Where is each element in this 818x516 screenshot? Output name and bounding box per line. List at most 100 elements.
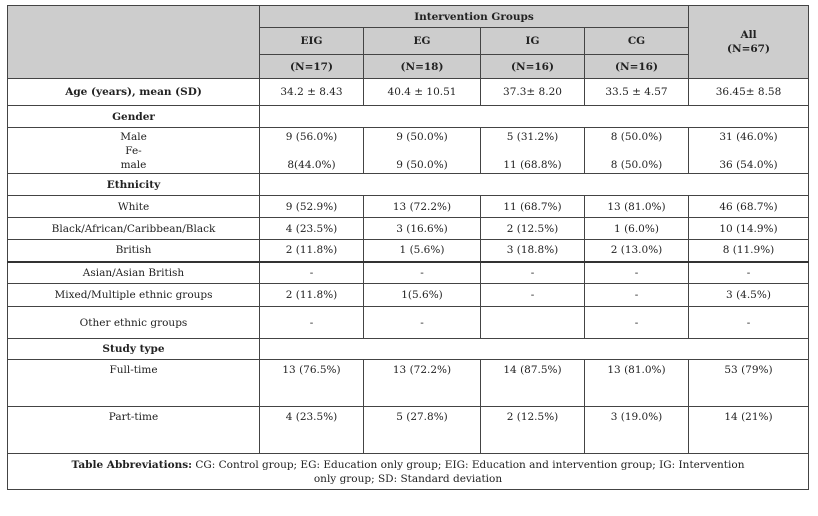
section-label-ethnicity: Ethnicity <box>7 173 260 196</box>
cell: - <box>480 283 585 307</box>
row-label-black: Black/African/Caribbean/Black <box>7 217 260 240</box>
cell: 36.45± 8.58 <box>688 78 809 106</box>
row-label-mixed: Mixed/Multiple ethnic groups <box>7 283 260 307</box>
female-value: 11 (68.8%) <box>503 158 562 171</box>
col-header-cg: CG <box>584 27 689 55</box>
cell <box>480 306 585 339</box>
table-row: Full-time 13 (76.5%) 13 (72.2%) 14 (87.5… <box>7 359 809 407</box>
cell: - <box>259 306 364 339</box>
section-label-study: Study type <box>7 338 260 360</box>
col-header-eg: EG <box>363 27 481 55</box>
table-row: Black/African/Caribbean/Black 4 (23.5%) … <box>7 217 809 240</box>
cell: 2 (13.0%) <box>584 239 689 262</box>
section-row: Study type <box>7 338 809 360</box>
table-row: Mixed/Multiple ethnic groups 2 (11.8%) 1… <box>7 283 809 307</box>
cell: 9 (50.0%) 9 (50.0%) <box>363 127 481 174</box>
male-value: 8 (50.0%) <box>610 130 663 143</box>
header-row-2: EIG EG IG CG <box>8 27 809 55</box>
cell: 8 (50.0%) 8 (50.0%) <box>584 127 689 174</box>
male-value: 9 (56.0%) <box>285 130 338 143</box>
abbrev-label: Table Abbreviations: <box>71 458 192 471</box>
cell: - <box>584 306 689 339</box>
col-header-eig: EIG <box>259 27 364 55</box>
cell: - <box>584 260 689 284</box>
female-value: 9 (50.0%) <box>396 158 448 171</box>
cell: - <box>688 306 809 339</box>
cell: 3 (19.0%) <box>584 406 689 454</box>
female-value: 8 (50.0%) <box>610 158 663 171</box>
cell: 14 (87.5%) <box>480 359 585 407</box>
table-container: Intervention Groups All (N=67) EIG EG IG… <box>7 5 809 490</box>
cell: 1(5.6%) <box>363 283 481 307</box>
label-male: Male <box>120 130 147 143</box>
section-label-gender: Gender <box>7 105 260 128</box>
section-blank <box>259 338 809 360</box>
cell: 46 (68.7%) <box>688 195 809 218</box>
cell: 40.4 ± 10.51 <box>363 78 481 106</box>
male-value: 9 (50.0%) <box>396 130 448 143</box>
col-n-eg: (N=18) <box>363 54 481 79</box>
cell: 3 (4.5%) <box>688 283 809 307</box>
table-row: Asian/Asian British - - - - - <box>7 260 809 284</box>
table-row: British 2 (11.8%) 1 (5.6%) 3 (18.8%) 2 (… <box>7 239 809 262</box>
male-value: 5 (31.2%) <box>506 130 559 143</box>
cell: 34.2 ± 8.43 <box>259 78 364 106</box>
cell: 13 (81.0%) <box>584 195 689 218</box>
cell: 13 (76.5%) <box>259 359 364 407</box>
cell: 13 (81.0%) <box>584 359 689 407</box>
header-blank-cell <box>7 5 260 79</box>
cell: 8 (11.9%) <box>688 239 809 262</box>
male-value: 31 (46.0%) <box>719 130 778 143</box>
cell: 3 (18.8%) <box>480 239 585 262</box>
section-blank <box>259 173 809 196</box>
cell: 2 (12.5%) <box>480 406 585 454</box>
col-n-ig: (N=16) <box>480 54 585 79</box>
cell: 33.5 ± 4.57 <box>584 78 689 106</box>
all-header-name: All <box>740 29 757 41</box>
cell: 4 (23.5%) <box>259 217 364 240</box>
table-row: White 9 (52.9%) 13 (72.2%) 11 (68.7%) 13… <box>7 195 809 218</box>
cell: 31 (46.0%) 36 (54.0%) <box>688 127 809 174</box>
cell: 3 (16.6%) <box>363 217 481 240</box>
table-row: Age (years), mean (SD) 34.2 ± 8.43 40.4 … <box>7 78 809 106</box>
row-label-fulltime: Full-time <box>7 359 260 407</box>
cell: 5 (31.2%) 11 (68.8%) <box>480 127 585 174</box>
row-label-gender: Male Fe- male <box>7 127 260 174</box>
col-n-cg: (N=16) <box>584 54 689 79</box>
cell: 2 (11.8%) <box>259 239 364 262</box>
cell: 13 (72.2%) <box>363 195 481 218</box>
abbrev-text: CG: Control group; EG: Education only gr… <box>192 458 745 485</box>
section-row: Ethnicity <box>7 173 809 196</box>
table-row: Part-time 4 (23.5%) 5 (27.8%) 2 (12.5%) … <box>7 406 809 454</box>
col-header-ig: IG <box>480 27 585 55</box>
cell: 9 (56.0%) 8(44.0%) <box>259 127 364 174</box>
female-value: 8(44.0%) <box>287 158 336 171</box>
section-row: Gender <box>7 105 809 128</box>
cell: 1 (6.0%) <box>584 217 689 240</box>
demographics-table: Intervention Groups All (N=67) EIG EG IG… <box>7 5 809 490</box>
row-label-asian: Asian/Asian British <box>7 260 260 284</box>
cell: 53 (79%) <box>688 359 809 407</box>
col-n-eig: (N=17) <box>259 54 364 79</box>
group-title: Intervention Groups <box>259 5 689 28</box>
row-label-british: British <box>7 239 260 262</box>
cell: 2 (12.5%) <box>480 217 585 240</box>
cell: 10 (14.9%) <box>688 217 809 240</box>
cell: - <box>363 260 481 284</box>
cell: 14 (21%) <box>688 406 809 454</box>
header-row-1: Intervention Groups All (N=67) <box>7 5 809 79</box>
all-header-n: (N=67) <box>727 43 770 55</box>
row-label-age: Age (years), mean (SD) <box>7 78 260 106</box>
cell: 2 (11.8%) <box>259 283 364 307</box>
all-header: All (N=67) <box>688 5 809 79</box>
table-row: Other ethnic groups - - - - <box>7 306 809 339</box>
label-female-a: Fe- <box>125 144 142 157</box>
cell: - <box>480 260 585 284</box>
cell: - <box>363 306 481 339</box>
section-blank <box>259 105 809 128</box>
cell: 4 (23.5%) <box>259 406 364 454</box>
female-value: 36 (54.0%) <box>719 158 778 171</box>
row-label-white: White <box>7 195 260 218</box>
cell: 1 (5.6%) <box>363 239 481 262</box>
label-female-b: male <box>120 158 147 171</box>
